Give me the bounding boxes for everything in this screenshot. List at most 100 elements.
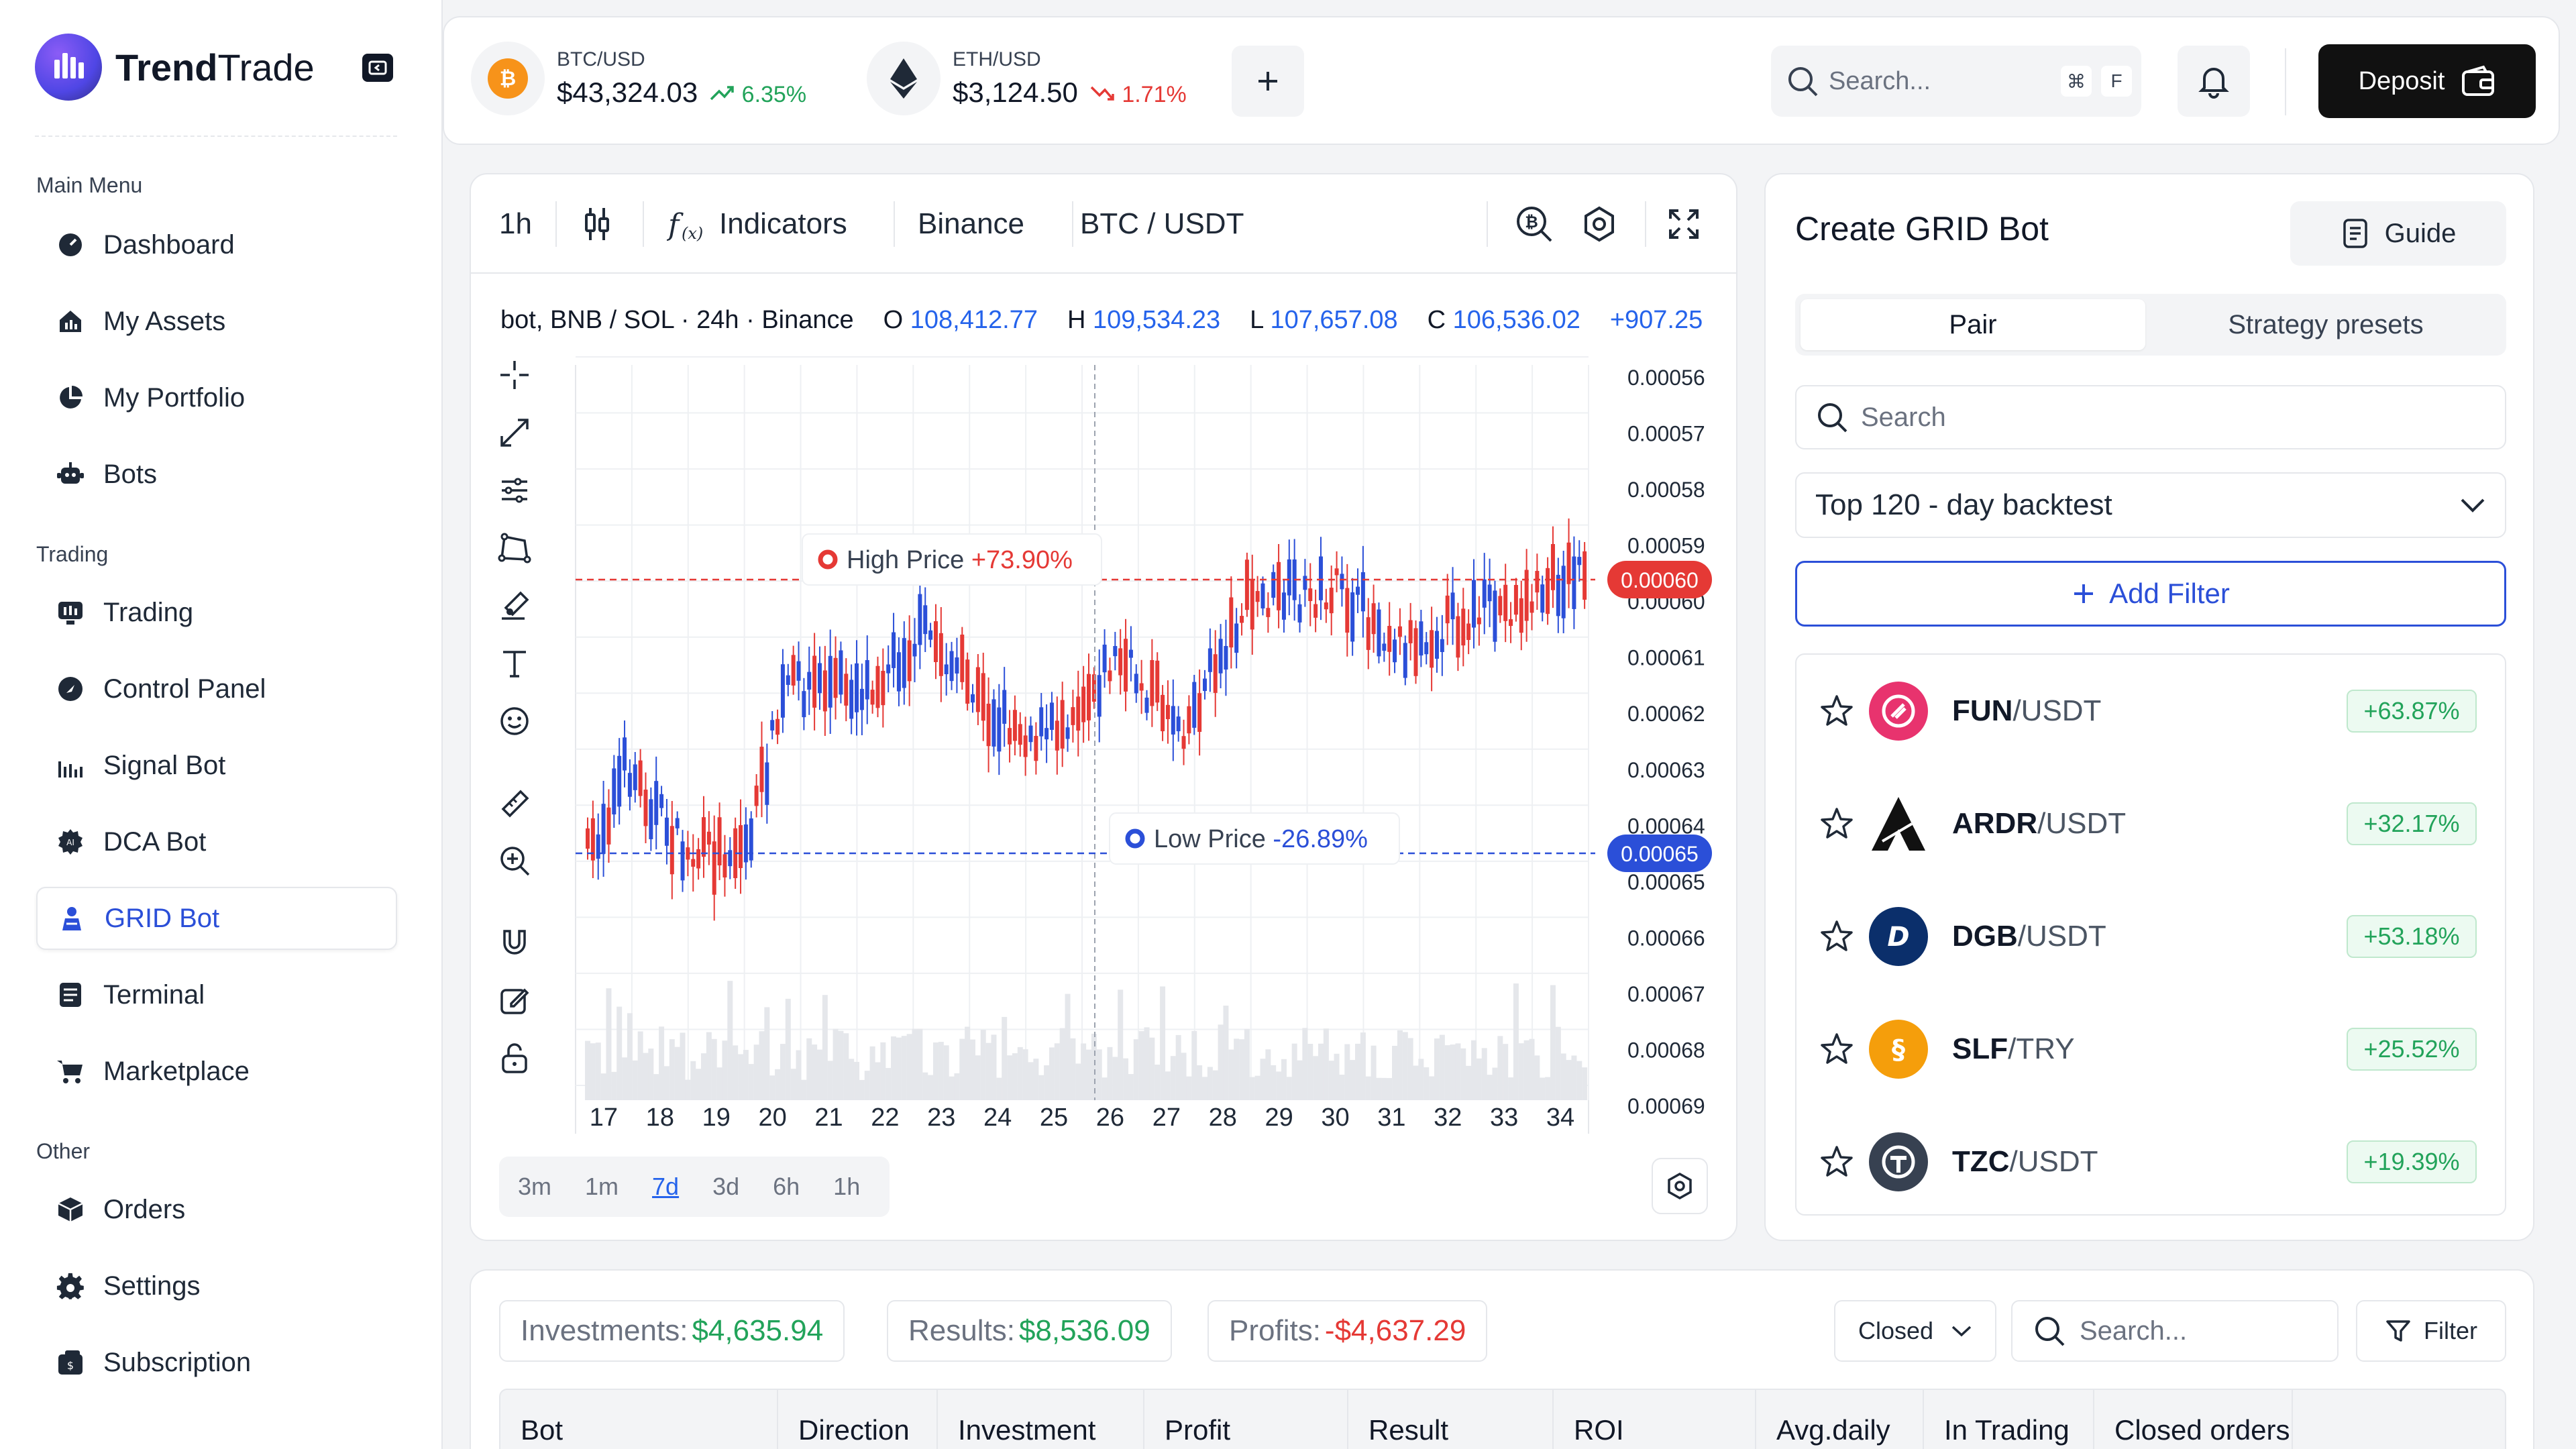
list-item[interactable]: § SLF/TRY +25.52% — [1796, 993, 2505, 1106]
column-header[interactable]: Direction — [778, 1390, 938, 1449]
candle-body — [1482, 579, 1487, 608]
candle-body — [1535, 571, 1540, 593]
volume-bar — [875, 1062, 881, 1100]
x-tick-label: 29 — [1265, 1104, 1293, 1132]
coin-search-icon[interactable]: ₿ — [1513, 174, 1555, 274]
ethereum-icon — [867, 42, 941, 115]
add-ticker-button[interactable] — [1232, 46, 1304, 117]
add-filter-button[interactable]: Add Filter — [1795, 561, 2506, 627]
list-item[interactable]: TZC/USDT +19.39% — [1796, 1106, 2505, 1218]
indicators-button[interactable]: f (x) Indicators — [667, 174, 847, 274]
volume-bar — [1571, 1055, 1577, 1100]
ticker-btc[interactable]: ₿ BTC/USD $43,324.03 6.35% — [471, 42, 806, 115]
pair-search-input[interactable]: Search — [1795, 385, 2506, 449]
price-chart[interactable]: 17 18 19 20 21 22 23 24 25 26 27 28 29 30 31 32 33 34 0.00… — [471, 174, 1737, 1134]
sidebar-item-signal-bot[interactable]: Signal Bot — [36, 734, 397, 797]
column-header[interactable]: ROI — [1554, 1390, 1756, 1449]
sidebar-item-my-portfolio[interactable]: My Portfolio — [36, 366, 397, 429]
ruler-icon[interactable] — [495, 784, 534, 822]
timeframe-1m[interactable]: 1m — [585, 1173, 619, 1200]
candle-type-icon[interactable] — [581, 174, 613, 274]
sidebar-item-terminal[interactable]: Terminal — [36, 963, 397, 1026]
timeframe-3m[interactable]: 3m — [518, 1173, 552, 1200]
x-tick-label: 24 — [983, 1104, 1012, 1132]
guide-button[interactable]: Guide — [2290, 201, 2506, 266]
brush-icon[interactable] — [495, 586, 534, 625]
candle-body — [1318, 556, 1323, 600]
emoji-icon[interactable] — [495, 702, 534, 741]
star-icon[interactable] — [1818, 1143, 1856, 1181]
backtest-dropdown[interactable]: Top 120 - day backtest — [1795, 472, 2506, 538]
candle-body — [1397, 626, 1402, 637]
sidebar-item-subscription[interactable]: $ Subscription — [36, 1331, 397, 1394]
volume-bar — [769, 1075, 775, 1100]
deposit-button[interactable]: Deposit — [2318, 44, 2536, 118]
list-item[interactable]: ARDR/USDT +32.17% — [1796, 767, 2505, 880]
candle-body — [675, 818, 680, 828]
timeframe-3d[interactable]: 3d — [712, 1173, 740, 1200]
magnet-icon[interactable] — [495, 923, 534, 962]
status-dropdown[interactable]: Closed — [1834, 1300, 1996, 1362]
interval-selector[interactable]: 1h — [499, 207, 532, 240]
notifications-button[interactable] — [2178, 46, 2250, 117]
sidebar-item-dashboard[interactable]: Dashboard — [36, 213, 397, 276]
tab-pair[interactable]: Pair — [1801, 299, 2145, 350]
column-header[interactable]: Avg.daily — [1756, 1390, 1924, 1449]
sidebar-item-settings[interactable]: Settings — [36, 1254, 397, 1318]
ticker-eth[interactable]: ETH/USD $3,124.50 1.71% — [867, 42, 1187, 115]
timeframe-6h[interactable]: 6h — [773, 1173, 800, 1200]
candle-body — [786, 675, 790, 685]
column-header[interactable]: Investment — [938, 1390, 1144, 1449]
sidebar-item-dca-bot[interactable]: AI DCA Bot — [36, 810, 397, 873]
brand[interactable]: TrendTrade — [35, 34, 315, 101]
trend-line-icon[interactable] — [495, 413, 534, 452]
timeframe-7d[interactable]: 7d — [652, 1173, 680, 1200]
sidebar-item-marketplace[interactable]: Marketplace — [36, 1040, 397, 1103]
sidebar-item-trading[interactable]: Trading — [36, 581, 397, 644]
filter-button[interactable]: Filter — [2356, 1300, 2506, 1362]
sidebar-item-my-assets[interactable]: My Assets — [36, 290, 397, 353]
deposit-label: Deposit — [2358, 66, 2445, 95]
tab-strategy-presets[interactable]: Strategy presets — [2228, 309, 2424, 339]
candle-body — [1128, 649, 1133, 658]
star-icon[interactable] — [1818, 805, 1856, 843]
chart-settings-icon[interactable] — [1580, 174, 1618, 274]
sidebar-item-label: Settings — [103, 1271, 201, 1301]
column-header[interactable]: In Trading — [1924, 1390, 2094, 1449]
edit-icon[interactable] — [495, 981, 534, 1020]
x-tick-label: 32 — [1434, 1104, 1462, 1132]
column-header[interactable]: Profit — [1144, 1390, 1348, 1449]
panel-tabs: Pair Strategy presets — [1795, 294, 2506, 356]
exchange-selector[interactable]: Binance — [918, 207, 1025, 240]
timeframe-1h[interactable]: 1h — [833, 1173, 861, 1200]
sidebar-item-grid-bot[interactable]: GRID Bot — [36, 887, 397, 950]
collapse-sidebar-icon[interactable] — [362, 54, 393, 82]
chart-options-button[interactable] — [1652, 1158, 1708, 1214]
fullscreen-icon[interactable] — [1668, 174, 1700, 274]
star-icon[interactable] — [1818, 692, 1856, 730]
bots-search-input[interactable]: Search... — [2011, 1300, 2339, 1362]
shape-icon[interactable] — [495, 529, 534, 568]
volume-bar — [854, 1061, 860, 1100]
column-header[interactable]: Bot — [500, 1390, 778, 1449]
sidebar-item-bots[interactable]: Bots — [36, 443, 397, 506]
column-header[interactable]: Closed orders — [2094, 1390, 2293, 1449]
adjust-icon[interactable] — [495, 471, 534, 510]
bots-summary: Investments: $4,635.94 Results: $8,536.09 … — [470, 1269, 2534, 1449]
candle-body — [775, 718, 780, 735]
lock-icon[interactable] — [495, 1038, 534, 1077]
document-icon — [2343, 219, 2367, 248]
sidebar-item-orders[interactable]: Orders — [36, 1178, 397, 1241]
list-item[interactable]: FUN/USDT +63.87% — [1796, 655, 2505, 767]
zoom-in-icon[interactable] — [495, 841, 534, 880]
star-icon[interactable] — [1818, 918, 1856, 955]
star-icon[interactable] — [1818, 1030, 1856, 1068]
text-tool-icon[interactable] — [495, 644, 534, 683]
column-header[interactable]: Result — [1348, 1390, 1554, 1449]
sidebar-item-control-panel[interactable]: Control Panel — [36, 657, 397, 720]
crosshair-icon[interactable] — [495, 356, 534, 394]
trend-down-icon — [1090, 86, 1114, 101]
pair-selector[interactable]: BTC / USDT — [1080, 207, 1244, 240]
global-search[interactable]: Search... ⌘ F — [1771, 46, 2141, 117]
list-item[interactable]: D DGB/USDT +53.18% — [1796, 880, 2505, 993]
